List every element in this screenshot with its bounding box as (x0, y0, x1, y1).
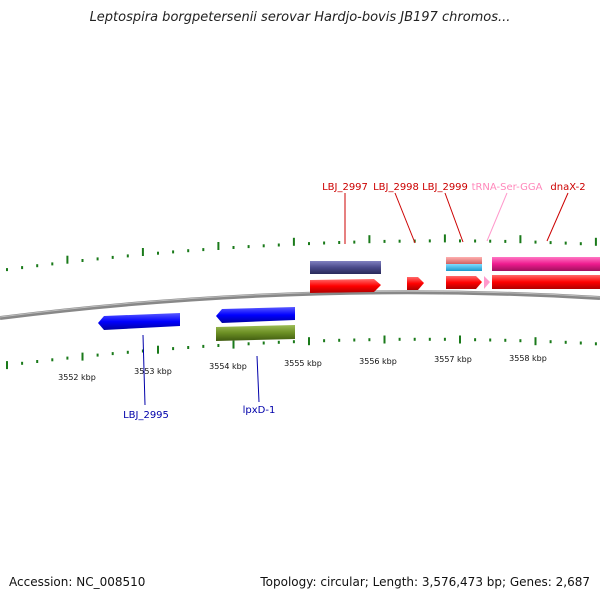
leader-dnax-2 (546, 192, 569, 242)
label-dnax-2[interactable]: dnaX-2 (550, 182, 585, 193)
gene-lbj-2995[interactable] (98, 313, 180, 330)
gene-lpxd-1[interactable] (216, 307, 295, 323)
kbp-label: 3555 kbp (284, 359, 322, 368)
map-title: Leptospira borgpetersenii serovar Hardjo… (89, 10, 511, 25)
feature-olive[interactable] (216, 325, 295, 341)
tick-row-bottom (6, 335, 597, 370)
kbp-label: 3552 kbp (58, 373, 96, 382)
leader-lpxd-1 (256, 355, 260, 403)
label-lbj-2997[interactable]: LBJ_2997 (322, 182, 368, 193)
trna-ser-gga[interactable] (484, 276, 490, 289)
kbp-label: 3553 kbp (134, 367, 172, 376)
leader-trna (486, 192, 508, 242)
kbp-label: 3554 kbp (209, 362, 247, 371)
accession-text: Accession: NC_008510 (9, 575, 146, 589)
label-trna-ser-gga[interactable]: tRNA-Ser-GGA (472, 182, 543, 193)
kbp-label: 3557 kbp (434, 355, 472, 364)
gene-lbj-2997[interactable] (310, 279, 381, 293)
feature-salmon[interactable] (446, 257, 482, 264)
gene-dnax-2[interactable] (492, 275, 600, 289)
kbp-label: 3558 kbp (509, 354, 547, 363)
topology-text: Topology: circular; Length: 3,576,473 bp… (260, 575, 590, 589)
backbone-highlight (0, 290, 600, 318)
label-lbj-2995[interactable]: LBJ_2995 (123, 410, 169, 421)
label-lbj-2998[interactable]: LBJ_2998 (373, 182, 419, 193)
label-lbj-2999[interactable]: LBJ_2999 (422, 182, 468, 193)
backbone (0, 290, 600, 320)
leader-lbj-2999 (444, 192, 464, 243)
tick-row-top (6, 234, 597, 272)
gene-lbj-2998[interactable] (407, 277, 424, 290)
leader-lbj-2995 (142, 334, 146, 406)
feature-purple[interactable] (310, 261, 381, 274)
gene-lbj-2999[interactable] (446, 276, 482, 289)
label-lpxd-1[interactable]: lpxD-1 (243, 405, 276, 416)
feature-magenta[interactable] (492, 257, 600, 271)
feature-cyan[interactable] (446, 264, 482, 271)
leader-lbj-2998 (394, 192, 416, 244)
kbp-label: 3556 kbp (359, 357, 397, 366)
